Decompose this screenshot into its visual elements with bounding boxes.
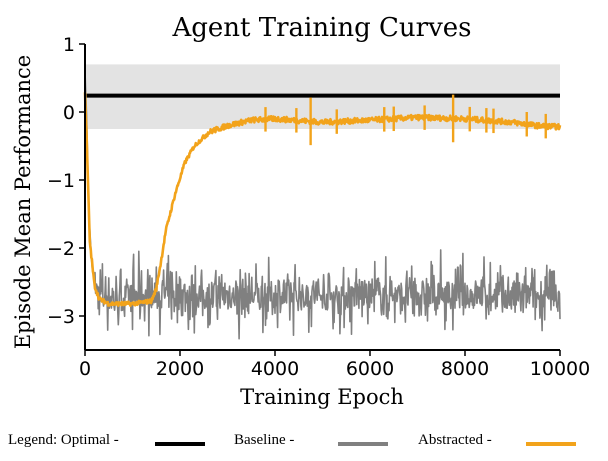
legend-optimal-label: Legend: Optimal - [8,432,119,448]
x-axis-label: Training Epoch [240,385,404,409]
series-baseline-line [84,71,561,340]
y-tick-label: 0 [63,102,75,124]
plot-area [83,64,562,340]
x-tick-label: 6000 [346,358,394,380]
legend-abstracted-swatch [526,442,576,446]
y-tick-label: 1 [63,34,75,56]
x-tick-label: 0 [79,358,91,380]
legend-baseline-swatch [338,442,388,446]
x-tick-label: 8000 [441,358,489,380]
y-axis-label: Episode Mean Performance [11,55,35,349]
x-tick-label: 4000 [251,358,299,380]
legend: Legend: Optimal - Baseline - Abstracted … [8,432,604,454]
y-tick-label: −3 [47,306,75,328]
y-tick-label: −2 [47,238,75,260]
x-tick-label: 10000 [530,358,590,380]
x-tick-label: 2000 [156,358,204,380]
y-tick-label: −1 [47,170,75,192]
series-abstracted-line [83,92,562,307]
axis-ticks: 0 2000 4000 6000 8000 10000 1 0 −1 −2 −3 [47,34,590,380]
training-curves-chart: Agent Training Curves 0 2000 4000 6000 8000 1… [11,13,590,409]
legend-abstracted-label: Abstracted - [418,432,492,448]
legend-optimal-swatch [155,442,205,446]
chart-title: Agent Training Curves [171,13,471,43]
legend-baseline-label: Baseline - [234,432,295,448]
